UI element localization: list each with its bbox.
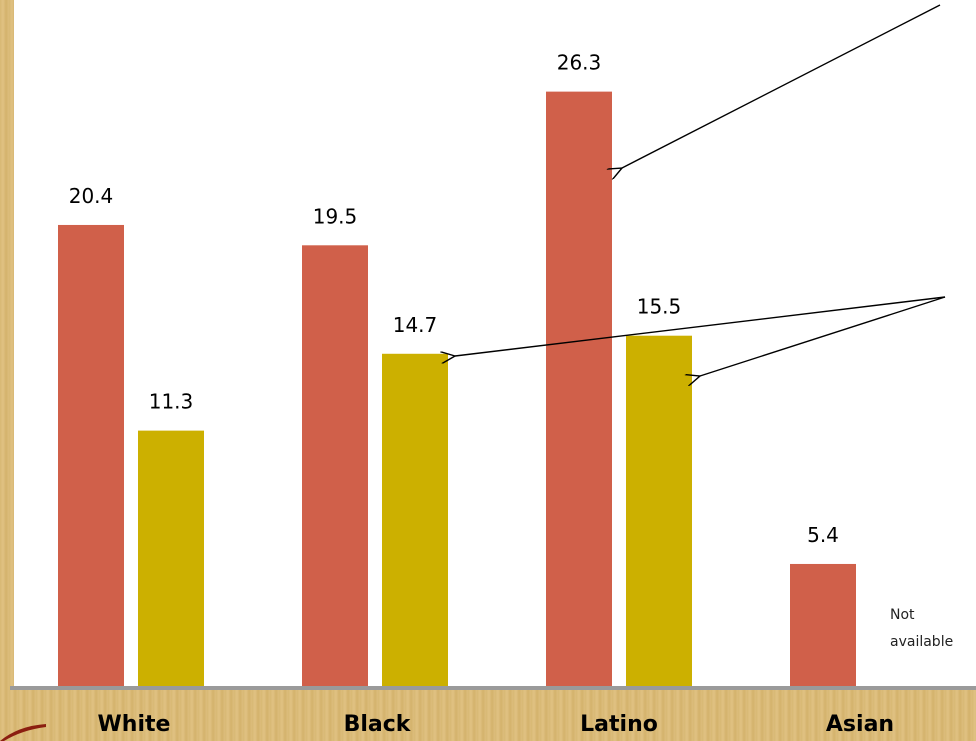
- data-label-black-series-1: 19.5: [313, 204, 358, 228]
- bar-latino-series-2: [626, 335, 692, 686]
- callout-arrow-latino-yellow: [700, 296, 946, 376]
- bar-black-series-2: [382, 353, 448, 686]
- x-axis-baseline: [10, 686, 976, 690]
- data-label-latino-series-2: 15.5: [637, 295, 682, 319]
- category-label-latino: Latino: [580, 712, 658, 737]
- data-label-white-series-2: 11.3: [149, 390, 194, 414]
- data-label-black-series-2: 14.7: [393, 313, 438, 337]
- not-available-note: Not: [890, 607, 915, 623]
- bar-white-series-1: [58, 224, 124, 686]
- bar-black-series-1: [302, 245, 368, 687]
- bar-latino-series-1: [546, 91, 612, 687]
- bar-asian-series-1: [790, 563, 856, 686]
- category-label-asian: Asian: [825, 712, 895, 737]
- callout-arrows: [455, 4, 946, 376]
- callout-arrow-latino-red: [622, 4, 941, 168]
- data-label-asian-series-1: 5.4: [807, 523, 839, 547]
- callout-arrow-black-yellow: [455, 296, 946, 356]
- data-label-white-series-1: 20.4: [69, 184, 114, 208]
- corner-swoosh-decoration: [0, 724, 46, 741]
- not-available-note: available: [890, 634, 953, 650]
- data-label-latino-series-1: 26.3: [557, 51, 602, 75]
- bar-white-series-2: [138, 430, 204, 686]
- category-label-white: White: [97, 712, 171, 737]
- category-label-black: Black: [343, 712, 411, 737]
